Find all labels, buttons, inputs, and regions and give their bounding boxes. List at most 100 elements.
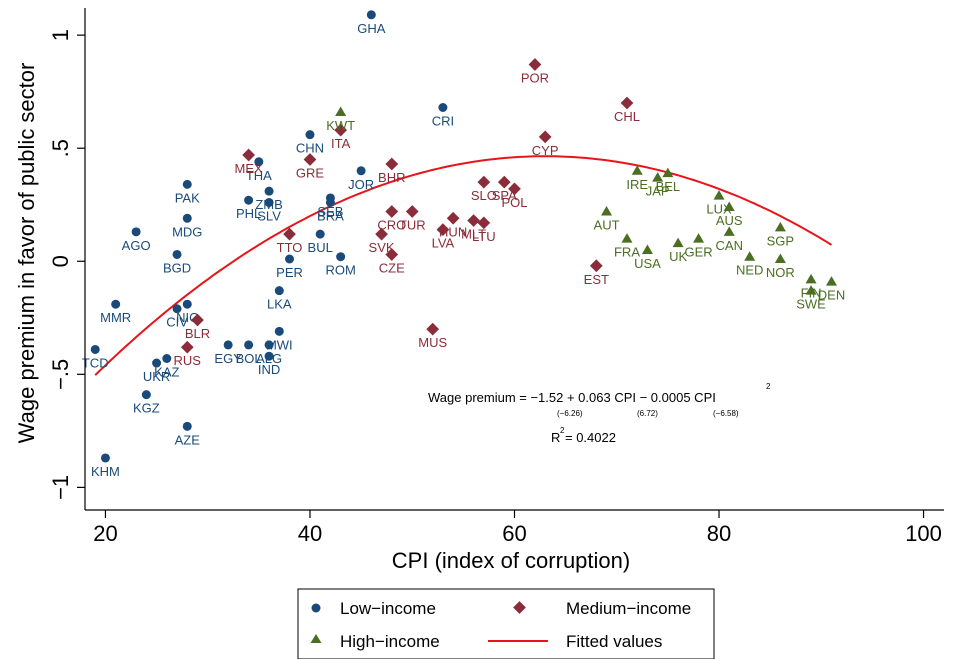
point-swe xyxy=(805,285,817,295)
point-label-bgd: BGD xyxy=(163,260,191,275)
r2-exponent: 2 xyxy=(560,426,565,435)
point-label-can: CAN xyxy=(716,238,743,253)
legend-medium-income-label: Medium−income xyxy=(566,599,691,618)
axes: 20 40 60 80 100 −1 −.5 0 .5 1 xyxy=(48,8,944,546)
point-label-nor: NOR xyxy=(766,265,795,280)
point-slv xyxy=(264,197,274,207)
point-spa xyxy=(497,175,511,189)
point-label-rom: ROM xyxy=(325,263,355,278)
point-label-mdg: MDG xyxy=(172,224,202,239)
point-label-ltu: LTU xyxy=(472,229,496,244)
point-label-slo: SLO xyxy=(471,188,497,203)
point-fra xyxy=(621,233,633,243)
y-tick-label: 0 xyxy=(48,255,73,267)
legend: Low−income Medium−income High−income Fit… xyxy=(297,588,715,659)
point-egy xyxy=(223,340,233,350)
point-mex xyxy=(242,148,255,162)
point-label-jor: JOR xyxy=(348,177,374,192)
x-tick-label: 100 xyxy=(905,521,942,546)
point-label-khm: KHM xyxy=(91,464,120,479)
point-por xyxy=(528,58,542,71)
point-bhr xyxy=(385,157,399,171)
point-label-kaz: KAZ xyxy=(154,364,179,379)
legend-high-income-label: High−income xyxy=(340,632,440,651)
point-label-civ: CIV xyxy=(166,315,188,330)
point-chl xyxy=(620,96,634,110)
point-label-fra: FRA xyxy=(614,245,640,260)
point-ned xyxy=(744,251,756,261)
point-label-cze: CZE xyxy=(379,260,405,275)
point-mmr xyxy=(111,299,121,309)
point-label-cyp: CYP xyxy=(532,143,559,158)
point-label-pol: POL xyxy=(501,195,527,210)
point-label-egy: EGY xyxy=(214,351,242,366)
tstat-linear: (6.72) xyxy=(637,409,658,418)
point-label-lux: LUX xyxy=(706,202,732,217)
point-kwt xyxy=(335,106,347,117)
point-label-kgz: KGZ xyxy=(133,401,160,416)
point-uk xyxy=(672,237,684,248)
point-rus xyxy=(180,340,194,354)
fitted-curve xyxy=(94,155,833,376)
point-kaz xyxy=(162,353,172,363)
point-blr xyxy=(191,313,204,327)
point-label-aus: AUS xyxy=(716,213,743,228)
point-label-slv: SLV xyxy=(257,208,281,223)
point-label-aze: AZE xyxy=(175,432,201,447)
point-cze xyxy=(385,248,399,261)
point-label-cro: CRO xyxy=(377,218,406,233)
point-label-jap: JAP xyxy=(646,184,670,199)
point-ger xyxy=(693,233,705,243)
point-label-chn: CHN xyxy=(296,141,324,156)
point-label-mlt: MLT xyxy=(461,227,486,242)
point-can xyxy=(723,226,735,236)
point-label-spa: SPA xyxy=(492,188,517,203)
y-tick-label: −.5 xyxy=(48,359,73,390)
point-label-mex: MEX xyxy=(235,161,264,176)
point-bol xyxy=(244,340,254,350)
point-aze xyxy=(182,421,192,431)
point-label-tcd: TCD xyxy=(82,355,109,370)
point-label-tur: TUR xyxy=(399,218,426,233)
point-hun xyxy=(446,211,460,225)
point-label-aut: AUT xyxy=(594,218,620,233)
point-sgp xyxy=(774,221,786,232)
point-slo xyxy=(477,175,491,189)
fit-layer xyxy=(94,155,833,376)
point-svk xyxy=(375,227,388,241)
tstat-intercept: (−6.26) xyxy=(557,409,583,418)
x-axis-title: CPI (index of corruption) xyxy=(392,548,630,573)
x-tick-label: 60 xyxy=(502,521,526,546)
point-label-bel: BEL xyxy=(656,179,681,194)
point-nic xyxy=(182,299,192,309)
point-bul xyxy=(315,229,325,239)
point-label-blr: BLR xyxy=(185,326,210,341)
point-tcd xyxy=(90,344,100,354)
point-bra xyxy=(325,197,335,207)
regression-equation: Wage premium = −1.52 + 0.063 CPI − 0.000… xyxy=(428,382,771,445)
point-ind xyxy=(264,351,274,361)
point-lux xyxy=(713,190,725,200)
point-tha xyxy=(254,157,264,167)
point-label-per: PER xyxy=(276,265,303,280)
point-label-lva: LVA xyxy=(432,236,455,251)
point-cro xyxy=(385,205,399,218)
point-label-usa: USA xyxy=(634,256,661,271)
point-label-seb: SEB xyxy=(317,204,343,219)
point-label-lka: LKA xyxy=(267,297,292,312)
point-label-ger: GER xyxy=(684,245,712,260)
x-tick-label: 20 xyxy=(93,521,117,546)
point-cri xyxy=(438,102,448,112)
point-gha xyxy=(366,10,376,20)
point-label-tha: THA xyxy=(246,168,272,183)
point-label-ire: IRE xyxy=(626,177,648,192)
point-fin xyxy=(805,273,817,284)
point-label-pak: PAK xyxy=(175,190,200,205)
y-axis-title: Wage premium in favor of public sector xyxy=(14,63,39,444)
point-label-kwt: KWT xyxy=(326,118,355,133)
x-tick-label: 80 xyxy=(707,521,731,546)
point-lva xyxy=(436,223,450,236)
tstat-quadratic: (−6.58) xyxy=(713,409,739,418)
legend-high-income-marker xyxy=(310,634,322,643)
point-chn xyxy=(305,130,315,140)
